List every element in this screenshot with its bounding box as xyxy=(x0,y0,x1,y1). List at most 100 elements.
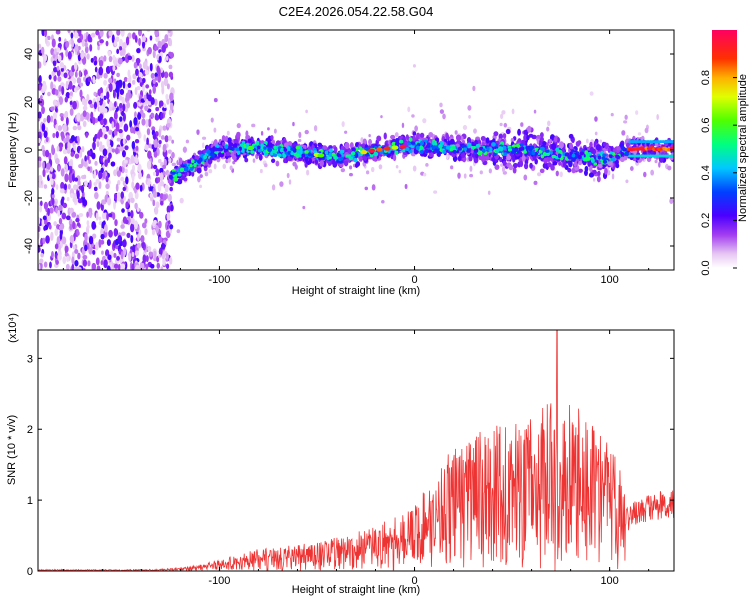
spectrogram-band-blob xyxy=(607,161,613,166)
spectrogram-noise-blob xyxy=(133,101,138,109)
spectrogram-noise-blob xyxy=(120,176,125,182)
spectrogram-noise-blob xyxy=(159,200,164,206)
spectrogram-noise-blob xyxy=(77,125,82,131)
spectrogram-noise-blob xyxy=(57,209,61,217)
spectrogram-noise-blob xyxy=(158,220,162,229)
spectrogram-noise-blob xyxy=(123,247,127,257)
spectrogram-faint-blob xyxy=(204,171,209,177)
spectrogram-x-ticks: -100 0 100 xyxy=(62,30,650,286)
spectrogram-core-blob xyxy=(525,145,529,150)
spectrogram-noise-blob xyxy=(60,181,65,190)
spectrogram-noise-blob xyxy=(135,127,140,132)
spectrogram-noise-blob xyxy=(63,72,68,79)
spectrogram-noise-blob xyxy=(154,98,158,106)
spectrogram-noise-blob xyxy=(131,173,135,182)
spectrogram-band-blob xyxy=(592,169,597,175)
spectrogram-noise-blob xyxy=(131,217,135,225)
spectrogram-noise-blob xyxy=(46,35,51,41)
spectrogram-noise-blob xyxy=(106,91,110,100)
spectrogram-noise-blob xyxy=(169,92,174,102)
spectrogram-noise-blob xyxy=(51,193,55,199)
spectrogram-noise-blob xyxy=(165,263,170,270)
spectrogram-noise-blob xyxy=(93,60,98,66)
spectrogram-noise-blob xyxy=(76,190,80,200)
spectrogram-faint-blob xyxy=(196,129,200,135)
spectrogram-band-blob xyxy=(506,155,512,161)
spectrogram-faint-blob xyxy=(656,114,659,120)
spectrogram-noise-blob xyxy=(167,149,172,154)
spectrogram-noise-blob xyxy=(74,32,79,39)
spectrogram-noise-blob xyxy=(132,127,136,135)
spectrogram-noise-blob xyxy=(149,193,154,198)
spectrogram-noise-blob xyxy=(74,249,79,254)
spectrogram-core-blob xyxy=(530,145,535,150)
spectrogram-noise-blob xyxy=(58,204,63,212)
spectrogram-noise-blob xyxy=(74,177,79,182)
spectrogram-noise-blob xyxy=(144,105,149,112)
spectrogram-noise-blob xyxy=(106,212,109,221)
spectrogram-noise-blob xyxy=(127,82,132,89)
spectrogram-noise-blob xyxy=(102,148,108,157)
spectrogram-band-blob xyxy=(428,131,434,138)
spectrogram-band-blob xyxy=(615,159,619,166)
spectrogram-noise-blob xyxy=(64,110,69,119)
spectrogram-noise-blob xyxy=(43,118,47,123)
spectrogram-band-blob xyxy=(461,151,466,158)
spectrogram-noise-blob xyxy=(158,55,162,63)
spectrogram-noise-blob xyxy=(96,265,101,270)
spectrogram-noise-blob xyxy=(61,212,67,220)
spectrogram-noise-blob xyxy=(38,174,43,182)
spectrogram-noise-blob xyxy=(116,191,122,201)
spectrogram-band-blob xyxy=(528,133,534,138)
spectrogram-core-blob xyxy=(419,149,424,155)
spectrogram-noise-blob xyxy=(128,252,132,262)
spectrogram-noise-blob xyxy=(67,50,72,60)
spectrogram-noise-blob xyxy=(152,190,158,198)
spectrogram-noise-blob xyxy=(98,59,104,67)
spectrogram-faint-blob xyxy=(537,172,542,177)
spectrogram-noise-blob xyxy=(45,162,51,171)
spectrogram-core-blob xyxy=(351,151,356,156)
spectrogram-noise-blob xyxy=(113,111,118,121)
spectrogram-noise-blob xyxy=(55,158,60,165)
spectrogram-noise-blob xyxy=(136,47,141,54)
spectrogram-noise-blob xyxy=(87,76,92,83)
spectrogram-noise-blob xyxy=(121,110,125,117)
spectrogram-faint-blob xyxy=(213,127,217,133)
spectrogram-faint-blob xyxy=(425,162,429,167)
spectrogram-noise-blob xyxy=(108,77,113,84)
spectrogram-noise-blob xyxy=(55,206,59,214)
spectrogram-noise-blob xyxy=(103,79,108,86)
spectrogram-noise-blob xyxy=(106,265,111,270)
spectrogram-noise-blob xyxy=(65,263,70,270)
spectrogram-noise-blob xyxy=(72,212,77,218)
spectrogram-core-blob xyxy=(516,150,521,154)
snr-x-ticks: -100 0 100 xyxy=(62,330,650,587)
spectrogram-noise-blob xyxy=(113,78,117,84)
spectrogram-noise-blob xyxy=(98,239,102,248)
spectrogram-band-blob xyxy=(481,142,485,147)
spectrogram-noise-blob xyxy=(57,54,62,62)
spectrogram-noise-blob xyxy=(55,184,59,190)
spectrogram-core-blob xyxy=(283,148,288,152)
snr-panel: -100 0 100 0 1 2 3 Height of straight line (k… xyxy=(6,313,675,596)
colorbar-tick-label: 0.2 xyxy=(700,213,712,228)
spectrogram-noise-blob xyxy=(166,83,170,90)
spectrogram-band-blob xyxy=(333,146,338,153)
spectrogram-noise-blob xyxy=(134,111,137,118)
spectrogram-noise-blob xyxy=(102,170,106,179)
spectrogram-noise-blob xyxy=(169,257,173,265)
spectrogram-noise-blob xyxy=(98,66,104,76)
snr-y-ticks: 0 1 2 3 xyxy=(27,353,674,578)
spectrogram-noise-blob xyxy=(69,223,73,231)
spectrogram-faint-blob xyxy=(454,130,458,135)
spectrogram-noise-blob xyxy=(150,263,155,269)
spectrogram-noise-blob xyxy=(130,197,135,204)
spectrogram-core-blob xyxy=(555,147,560,152)
spectrogram-noise-blob xyxy=(142,84,145,93)
spectrogram-noise-blob xyxy=(77,38,82,43)
spectrogram-noise-blob xyxy=(130,234,134,244)
spectrogram-noise-blob xyxy=(100,92,104,99)
spectrogram-hot-blob xyxy=(376,147,383,152)
colorbar-gradient xyxy=(712,30,737,268)
